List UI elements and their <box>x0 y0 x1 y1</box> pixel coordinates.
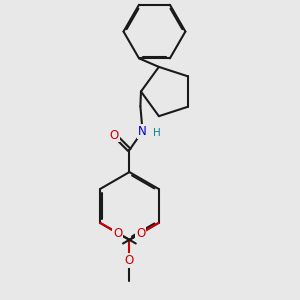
Text: N: N <box>138 125 147 138</box>
Text: O: O <box>136 227 146 240</box>
Text: O: O <box>110 128 119 142</box>
Text: O: O <box>125 254 134 267</box>
Text: H: H <box>153 128 160 138</box>
Text: O: O <box>113 227 122 240</box>
